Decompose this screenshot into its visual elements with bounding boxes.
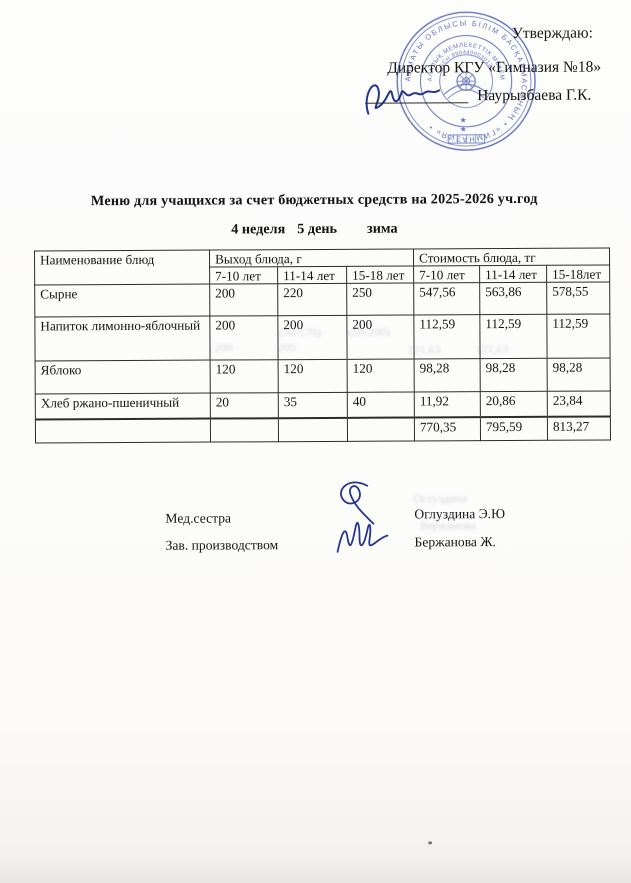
value-cell: 200 bbox=[210, 284, 278, 316]
col-header-age: 15-18лет bbox=[547, 265, 610, 283]
total-cell: 770,35 bbox=[414, 417, 480, 441]
value-cell: 112,59 bbox=[480, 315, 547, 359]
dish-name-cell: Напиток лимонно-яблочный bbox=[35, 316, 210, 361]
signature-role-production: Зав. производством bbox=[166, 537, 279, 554]
value-cell: 20 bbox=[210, 393, 278, 418]
dish-name-cell: Сырне bbox=[35, 284, 210, 317]
table-row: Сырне 200 220 250 547,56 563,86 578,55 bbox=[35, 282, 610, 317]
table-row: Напиток лимонно-яблочный 200 200 200 112… bbox=[35, 314, 610, 361]
total-cell: 795,59 bbox=[480, 417, 547, 441]
staff-signatures bbox=[323, 476, 403, 560]
signature-name-production: Бержанова Ж. bbox=[414, 534, 495, 550]
stamp-star-icon: ★ bbox=[460, 125, 467, 134]
col-header-output-group: Выход блюда, г bbox=[210, 249, 414, 267]
value-cell: 578,55 bbox=[547, 282, 610, 314]
value-cell: 98,28 bbox=[547, 358, 610, 391]
document-title: Меню для учащихся за счет бюджетных сред… bbox=[0, 190, 630, 210]
signature-role-nurse: Мед.сестра bbox=[165, 510, 231, 526]
nurse-signature bbox=[341, 482, 374, 524]
col-header-cost-group: Стоимость блюда, тг bbox=[413, 248, 609, 266]
value-cell: 98,28 bbox=[414, 359, 480, 392]
stamp-star-icon: ★ bbox=[460, 116, 467, 125]
value-cell: 20,86 bbox=[480, 392, 547, 417]
table-row: Яблоко 120 120 120 98,28 98,28 98,28 bbox=[35, 358, 610, 394]
value-cell: 120 bbox=[278, 360, 347, 393]
col-header-age: 15-18 лет bbox=[347, 266, 414, 284]
value-cell bbox=[210, 418, 278, 442]
value-cell: 112,59 bbox=[414, 315, 480, 359]
value-cell: 35 bbox=[278, 393, 347, 418]
signature-name-nurse: Оглуздина Э.Ю bbox=[414, 506, 505, 522]
value-cell bbox=[278, 418, 347, 442]
dish-name-cell: Яблоко bbox=[35, 360, 210, 394]
value-cell: 120 bbox=[210, 360, 278, 393]
value-cell: 40 bbox=[347, 392, 414, 417]
dish-name-cell: Хлеб ржано-пшеничный bbox=[35, 393, 210, 419]
production-signature bbox=[337, 523, 387, 552]
value-cell: 200 bbox=[210, 316, 278, 360]
value-cell: 23,84 bbox=[547, 391, 610, 416]
col-header-age: 7-10 лет bbox=[414, 266, 480, 284]
bleedthrough-text: Оглуздина bbox=[413, 491, 467, 506]
value-cell: 200 bbox=[347, 315, 414, 359]
value-cell: 11,92 bbox=[414, 392, 480, 417]
scan-speck bbox=[428, 841, 432, 844]
table-row: Хлеб ржано-пшеничный 20 35 40 11,92 20,8… bbox=[35, 391, 610, 419]
table-total-row: 770,35 795,59 813,27 bbox=[35, 416, 610, 443]
col-header-age: 11-14 лет bbox=[278, 267, 347, 285]
col-header-dish-name: Наименование блюд bbox=[35, 250, 210, 285]
document-subtitle: 4 неделя 5 день зима bbox=[0, 219, 630, 239]
value-cell: 547,56 bbox=[414, 283, 480, 315]
col-header-age: 11-14 лет bbox=[480, 265, 547, 283]
dish-name-cell bbox=[35, 418, 210, 443]
subtitle-week: 4 неделя bbox=[231, 221, 285, 237]
official-stamp: АЛМАТЫ ОБЛЫСЫ БІЛІМ БАСҚАРМАСЫНЫҢ • «ГИМ… bbox=[390, 5, 543, 158]
value-cell: 112,59 bbox=[547, 314, 610, 358]
value-cell: 120 bbox=[347, 359, 414, 392]
value-cell: 98,28 bbox=[480, 359, 547, 392]
subtitle-season: зима bbox=[367, 221, 398, 237]
value-cell: 220 bbox=[278, 284, 347, 316]
subtitle-day: 5 день bbox=[297, 221, 337, 237]
total-cell: 813,27 bbox=[547, 416, 610, 440]
col-header-age: 7-10 лет bbox=[210, 267, 278, 285]
value-cell: 200 bbox=[278, 316, 347, 360]
value-cell: 250 bbox=[347, 283, 414, 315]
value-cell bbox=[347, 417, 414, 441]
value-cell: 563,86 bbox=[480, 283, 547, 315]
menu-table: Наименование блюд Выход блюда, г Стоимос… bbox=[34, 247, 611, 443]
